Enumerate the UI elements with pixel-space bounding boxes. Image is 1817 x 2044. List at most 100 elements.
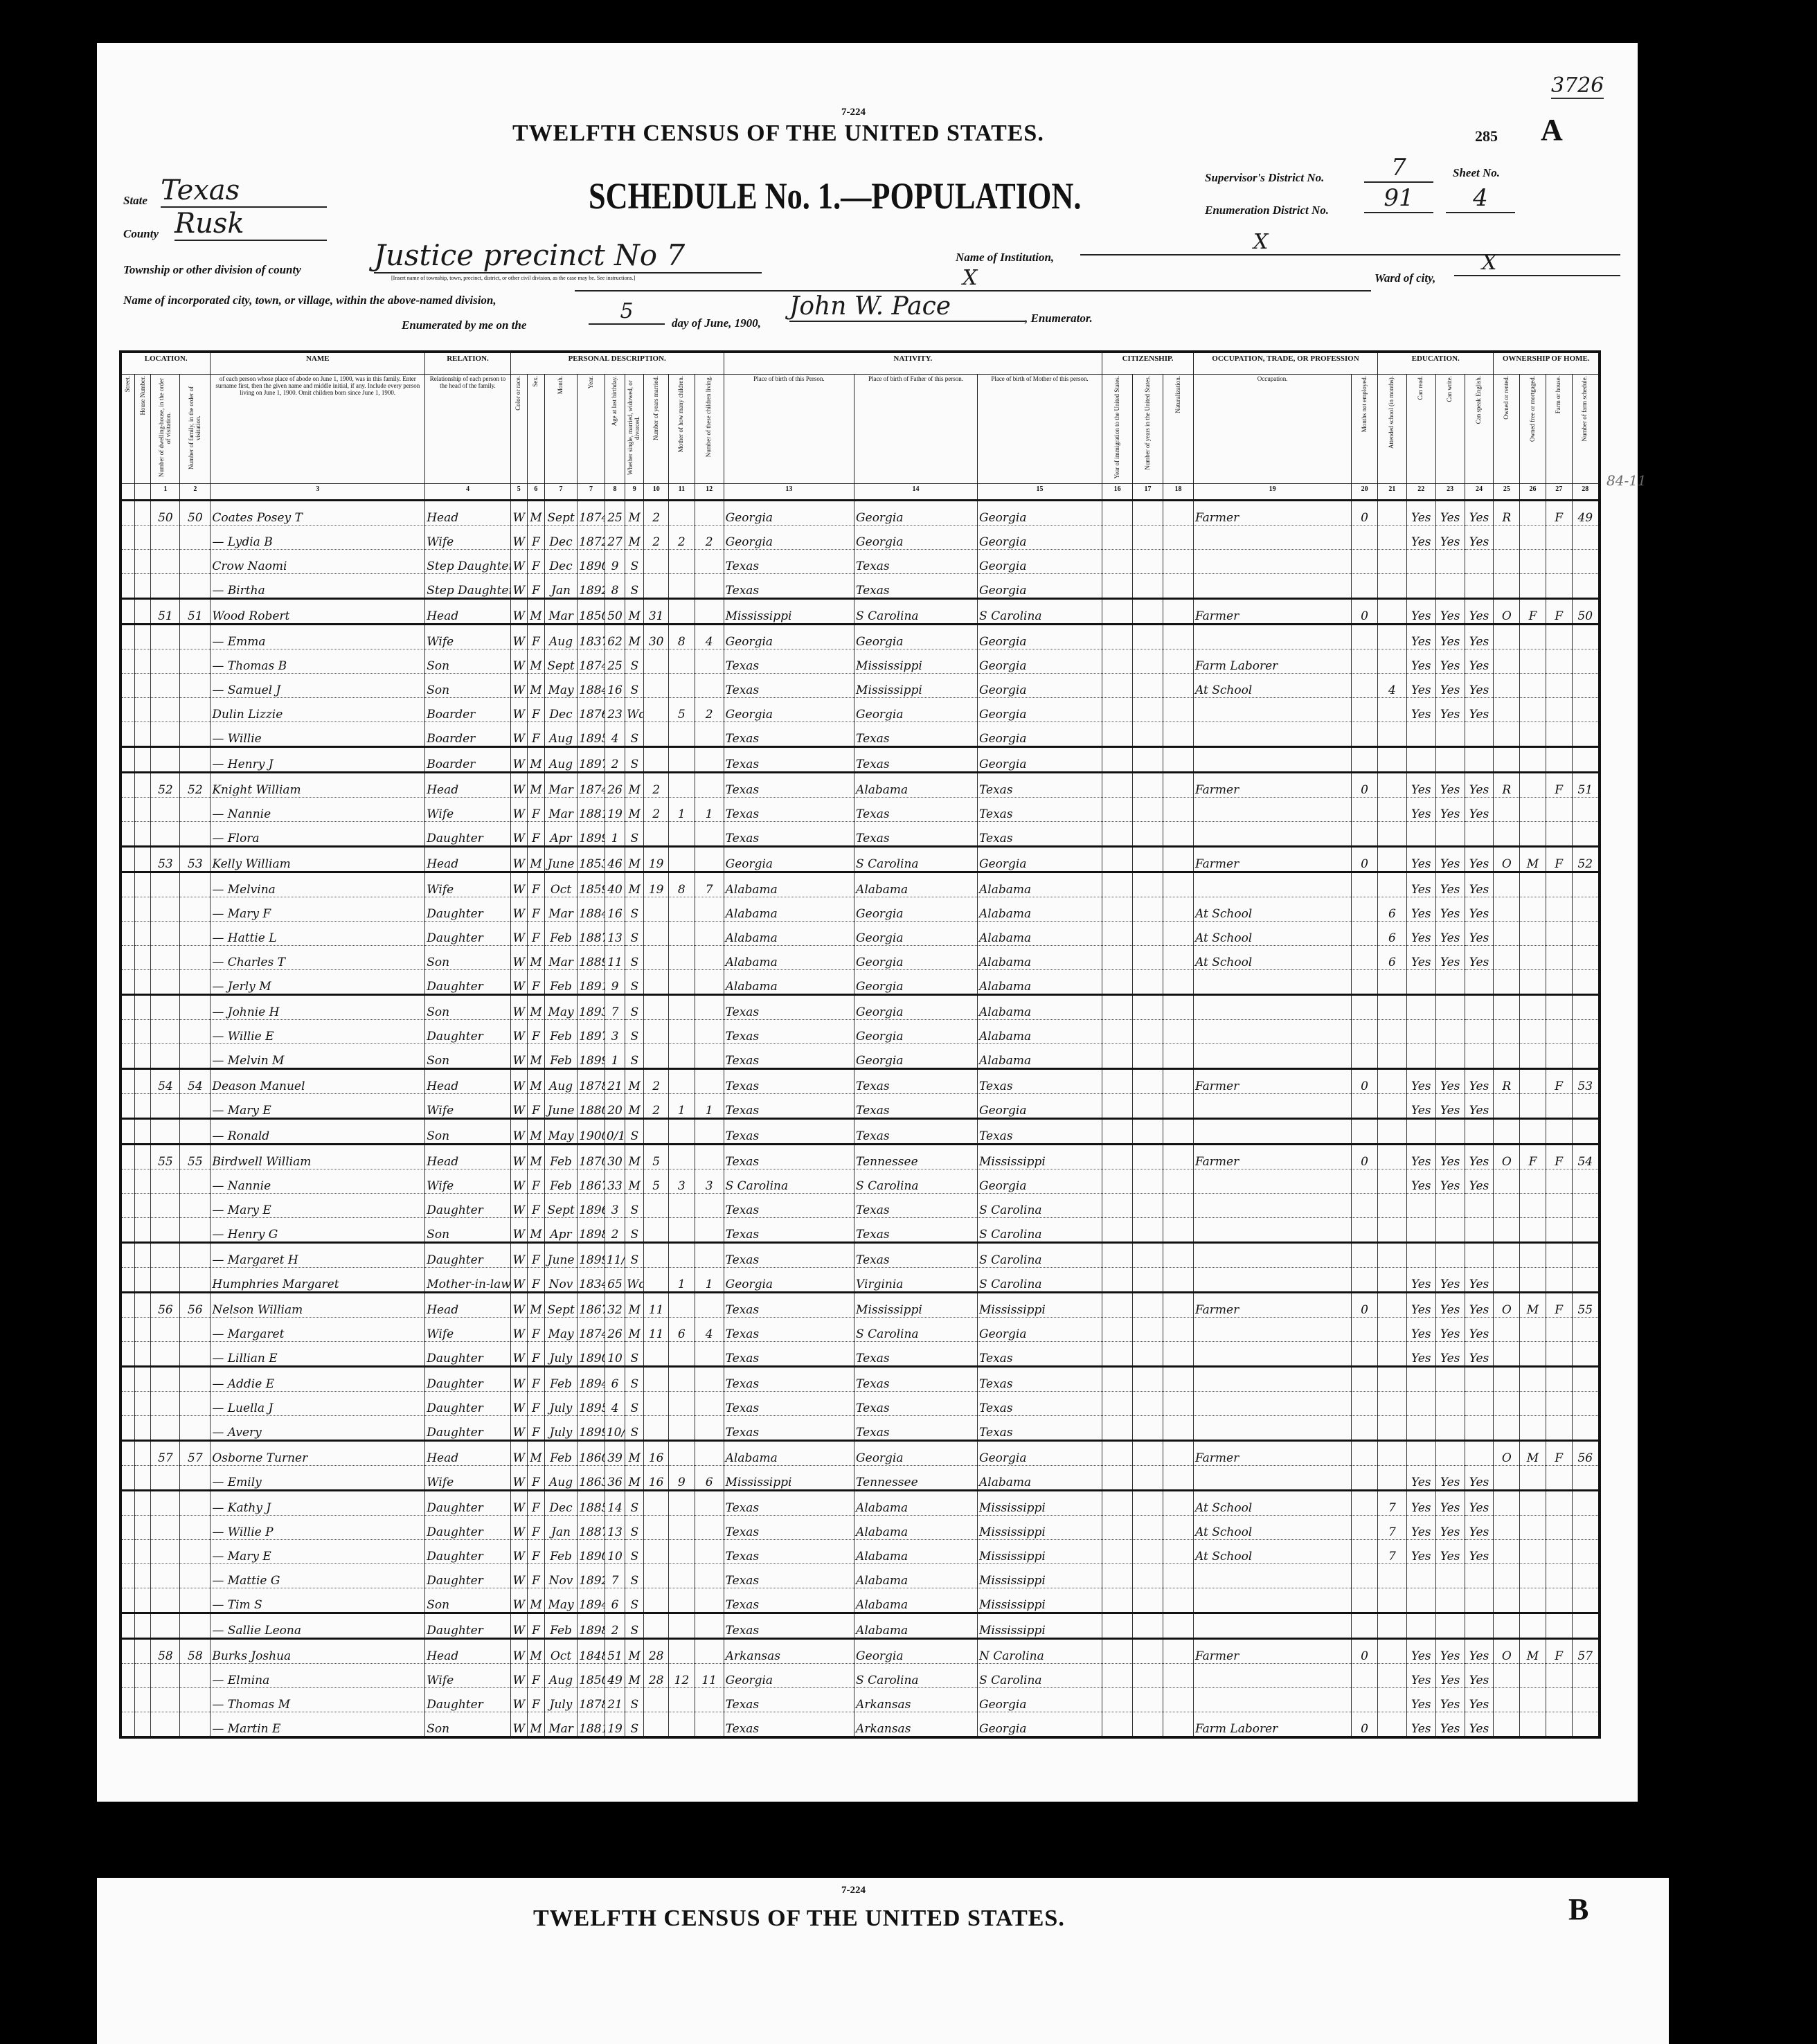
occupation-cell xyxy=(1192,1366,1352,1392)
owned-rented-cell xyxy=(1493,549,1521,574)
marital-status-cell: S xyxy=(625,1415,645,1442)
mother-birthplace-cell: Georgia xyxy=(977,721,1103,748)
can-speak-english-cell xyxy=(1464,1415,1494,1442)
can-read-cell: Yes xyxy=(1406,1068,1436,1094)
institution-value: X xyxy=(1080,230,1620,256)
empty-cell xyxy=(1132,549,1164,574)
months-unemployed-cell: 0 xyxy=(1351,1144,1378,1169)
name-cell: — Martin E xyxy=(210,1712,426,1739)
empty-cell xyxy=(1102,746,1134,773)
age-cell: 26 xyxy=(604,772,626,798)
empty-cell xyxy=(1132,1341,1164,1368)
marital-status-cell: S xyxy=(625,1019,645,1044)
occupation-cell: Farmer xyxy=(1192,1638,1352,1664)
farm-house-cell xyxy=(1545,673,1573,698)
mother-birthplace-cell: Alabama xyxy=(977,921,1103,946)
can-write-cell: Yes xyxy=(1435,872,1465,897)
marital-status-cell: S xyxy=(625,1490,645,1516)
can-speak-english-cell: Yes xyxy=(1464,1465,1494,1491)
occupation-cell: At School xyxy=(1192,1515,1352,1540)
birth-month-cell: Sept xyxy=(544,500,578,526)
can-speak-english-cell: Yes xyxy=(1464,897,1494,922)
can-speak-english-cell: Yes xyxy=(1464,1712,1494,1739)
empty-cell xyxy=(1132,721,1164,748)
birth-month-cell: July xyxy=(544,1687,578,1712)
mother-of-cell xyxy=(668,1638,695,1664)
can-write-cell: Yes xyxy=(1435,1093,1465,1120)
column-header: Naturalization. xyxy=(1163,374,1194,484)
empty-cell xyxy=(1132,1638,1164,1664)
color-cell: W xyxy=(510,797,528,822)
children-living-cell xyxy=(694,1563,724,1588)
birth-year-cell: 1895 xyxy=(577,721,605,748)
can-write-cell: Yes xyxy=(1435,921,1465,946)
mother-birthplace-cell: Georgia xyxy=(977,697,1103,722)
birthplace-cell: Texas xyxy=(723,1712,855,1739)
birthplace-cell: Texas xyxy=(723,1588,855,1614)
empty-cell xyxy=(1163,1193,1194,1218)
empty-cell xyxy=(1163,994,1194,1020)
occupation-cell xyxy=(1192,1267,1352,1293)
can-speak-english-cell xyxy=(1464,1440,1494,1466)
empty-cell xyxy=(120,1169,136,1194)
birth-month-cell: Mar xyxy=(544,797,578,822)
age-cell: 21 xyxy=(604,1687,626,1712)
relation-cell: Wife xyxy=(424,797,511,822)
farm-schedule-cell xyxy=(1571,1465,1600,1491)
empty-cell xyxy=(1163,1440,1194,1466)
color-cell: W xyxy=(510,697,528,722)
father-birthplace-cell: S Carolina xyxy=(854,846,978,873)
sex-cell: M xyxy=(526,994,545,1020)
empty-cell xyxy=(120,1043,136,1070)
column-header: Color or race. xyxy=(510,374,528,484)
birth-year-cell: 1884 xyxy=(577,673,605,698)
age-cell: 30 xyxy=(604,1144,626,1169)
farm-schedule-cell xyxy=(1571,969,1600,996)
owned-rented-cell xyxy=(1493,1366,1521,1392)
farm-house-cell xyxy=(1545,1563,1573,1588)
can-write-cell: Yes xyxy=(1435,846,1465,873)
farm-schedule-cell xyxy=(1571,1242,1600,1268)
occupation-cell xyxy=(1192,1169,1352,1194)
children-living-cell xyxy=(694,921,724,946)
marital-status-cell: S xyxy=(625,969,645,996)
occupation-cell xyxy=(1192,721,1352,748)
free-mortgaged-cell xyxy=(1519,624,1546,649)
empty-cell xyxy=(1102,821,1134,848)
years-married-cell xyxy=(643,969,669,996)
enumeration-district-value: 91 xyxy=(1364,184,1433,213)
occupation-cell xyxy=(1192,821,1352,848)
school-months-cell xyxy=(1377,549,1407,574)
can-read-cell xyxy=(1406,1613,1436,1640)
birth-month-cell: Jan xyxy=(544,1515,578,1540)
father-birthplace-cell: Texas xyxy=(854,1341,978,1368)
marital-status-cell: S xyxy=(625,1712,645,1739)
birthplace-cell: Texas xyxy=(723,1292,855,1318)
occupation-cell: Farmer xyxy=(1192,772,1352,798)
color-cell: W xyxy=(510,1169,528,1194)
table-row: — NannieWifeWFMar188119M211TexasTexasTex… xyxy=(120,797,1600,822)
years-married-cell: 19 xyxy=(643,872,669,897)
empty-cell xyxy=(1102,549,1134,574)
marital-status-cell: Wd xyxy=(625,1267,645,1293)
column-header-label: Year. xyxy=(587,376,594,389)
age-cell: 13 xyxy=(604,921,626,946)
name-cell: — Mary E xyxy=(210,1539,426,1564)
children-living-cell: 1 xyxy=(694,1093,724,1120)
occupation-cell xyxy=(1192,1217,1352,1244)
sex-cell: F xyxy=(526,525,545,550)
years-married-cell xyxy=(643,1043,669,1070)
empty-cell xyxy=(134,1588,152,1614)
mother-birthplace-cell: Alabama xyxy=(977,945,1103,970)
birthplace-cell: Texas xyxy=(723,1415,855,1442)
school-months-cell xyxy=(1377,1267,1407,1293)
color-cell: W xyxy=(510,721,528,748)
free-mortgaged-cell xyxy=(1519,969,1546,996)
farm-schedule-cell xyxy=(1571,1019,1600,1044)
father-birthplace-cell: Texas xyxy=(854,1118,978,1145)
empty-cell xyxy=(120,1663,136,1688)
can-write-cell: Yes xyxy=(1435,1539,1465,1564)
empty-cell xyxy=(120,1563,136,1588)
